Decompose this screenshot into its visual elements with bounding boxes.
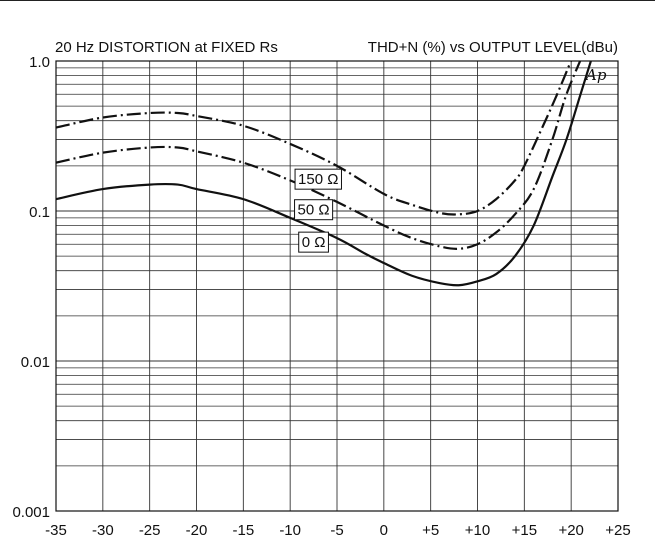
x-tick-label: 0 (380, 522, 388, 539)
series-label-box (298, 231, 329, 253)
series-label-text: 50 Ω (298, 202, 330, 219)
x-tick-label: -35 (45, 522, 67, 539)
x-tick-label: +15 (512, 522, 537, 539)
series-line-150-ohm (56, 61, 573, 216)
series-label-50-ohm: 50 Ω (294, 199, 334, 221)
x-tick-label: -30 (92, 522, 114, 539)
x-tick-label: +10 (465, 522, 490, 539)
chart-title: 20 Hz DISTORTION at FIXED Rs (55, 39, 278, 56)
series-line-0-ohm (56, 61, 593, 287)
x-tick-label: +20 (558, 522, 583, 539)
x-tick-label: -10 (279, 522, 301, 539)
tick-labels: -35 -30 -25 -20 -15 -10 -5 0 +5 +10 +15 +20 +25 0.001… (12, 54, 630, 539)
series-label-0-ohm: 0 Ω (298, 231, 329, 253)
x-tick-label: +25 (605, 522, 630, 539)
y-tick-label: 0.01 (21, 354, 50, 371)
series-label-text: 150 Ω (298, 171, 338, 188)
y-tick-label: 1.0 (29, 54, 50, 71)
series-layer (56, 61, 593, 287)
series-labels: 150 Ω 50 Ω 0 Ω (294, 168, 342, 253)
plot-frame (55, 60, 619, 512)
x-tick-label: -20 (186, 522, 208, 539)
series-line-50-ohm (56, 61, 582, 250)
x-tick-label: -25 (139, 522, 161, 539)
series-label-box (294, 168, 342, 190)
x-tick-label: -5 (330, 522, 343, 539)
series-label-box (294, 199, 334, 221)
y-tick-label: 0.001 (12, 504, 50, 521)
series-label-150-ohm: 150 Ω (294, 168, 342, 190)
x-tick-label: -15 (232, 522, 254, 539)
x-tick-label: +5 (422, 522, 439, 539)
chart-subtitle: THD+N (%) vs OUTPUT LEVEL(dBu) (368, 39, 618, 56)
ap-logo: Ap (584, 66, 607, 84)
series-label-text: 0 Ω (302, 234, 326, 251)
y-tick-label: 0.1 (29, 204, 50, 221)
